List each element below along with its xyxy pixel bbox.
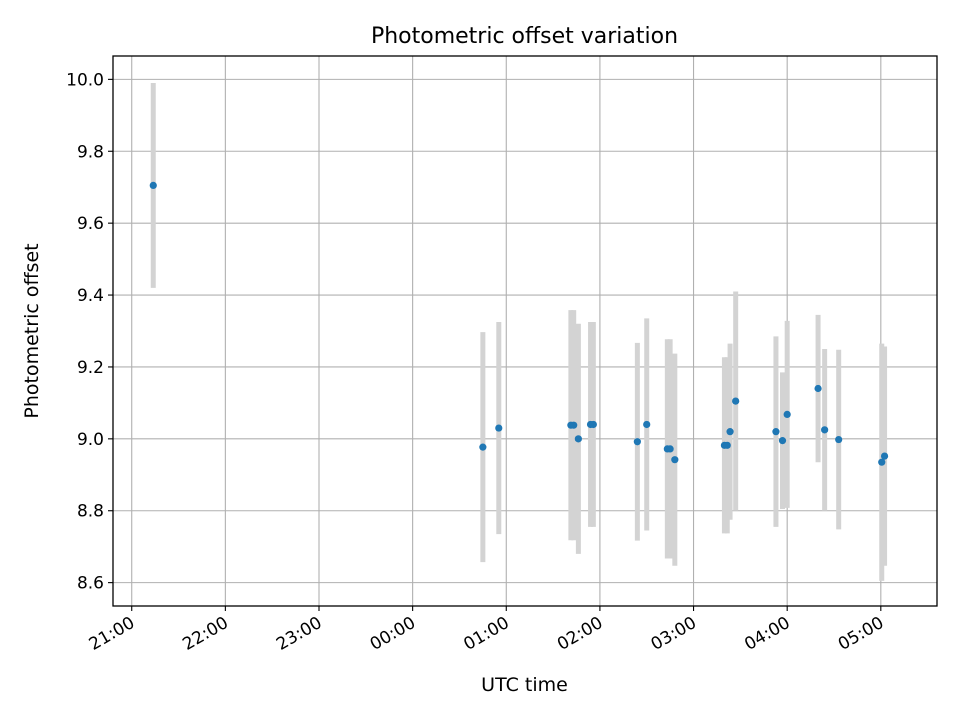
data-point xyxy=(726,428,734,436)
y-tick-label: 8.8 xyxy=(77,502,104,522)
data-point xyxy=(495,424,503,432)
data-point xyxy=(479,443,487,451)
data-point xyxy=(880,452,889,460)
y-tick-label: 9.0 xyxy=(77,430,104,450)
y-tick-label: 9.6 xyxy=(77,214,104,234)
data-point xyxy=(671,456,679,464)
x-tick-label: 03:00 xyxy=(648,613,700,655)
chart-title: Photometric offset variation xyxy=(371,24,678,49)
data-point xyxy=(835,435,843,444)
y-tick-label: 10.0 xyxy=(66,70,104,90)
y-tick-label: 9.2 xyxy=(77,358,104,378)
x-tick-label: 01:00 xyxy=(460,613,512,655)
data-point xyxy=(589,420,597,429)
error-bars xyxy=(150,82,888,581)
data-point xyxy=(633,438,641,446)
y-tick-label: 9.4 xyxy=(77,286,104,306)
x-tick-label: 02:00 xyxy=(554,613,606,655)
data-point xyxy=(574,435,582,443)
x-tick-label: 00:00 xyxy=(367,613,419,655)
data-point xyxy=(732,397,740,405)
x-axis-label: UTC time xyxy=(481,674,568,696)
data-point xyxy=(643,420,651,429)
data-point xyxy=(149,181,157,190)
data-point xyxy=(723,441,731,449)
x-tick-label: 04:00 xyxy=(741,613,793,655)
data-point xyxy=(814,384,822,393)
grid xyxy=(113,56,937,606)
x-tick-label: 22:00 xyxy=(179,613,231,655)
data-point xyxy=(783,410,791,418)
plot-frame xyxy=(112,55,938,607)
x-tick-label: 05:00 xyxy=(835,613,887,655)
x-tick-label: 21:00 xyxy=(86,613,138,655)
y-tick-label: 8.6 xyxy=(77,574,104,594)
data-point xyxy=(821,426,829,434)
data-point xyxy=(778,437,787,445)
y-axis: 8.6 8.8 9.0 9.2 9.4 9.6 9.8 10.0 xyxy=(66,70,113,594)
data-points xyxy=(149,181,889,466)
data-point xyxy=(666,445,674,453)
x-axis: 21:00 22:00 23:00 00:00 01:00 02:00 03:00 04:00… xyxy=(86,606,887,655)
y-tick-label: 9.8 xyxy=(77,142,104,162)
data-point xyxy=(570,421,578,429)
x-tick-label: 23:00 xyxy=(273,613,325,655)
data-point xyxy=(772,428,780,436)
data-point xyxy=(878,458,886,466)
y-axis-label: Photometric offset xyxy=(21,243,43,418)
